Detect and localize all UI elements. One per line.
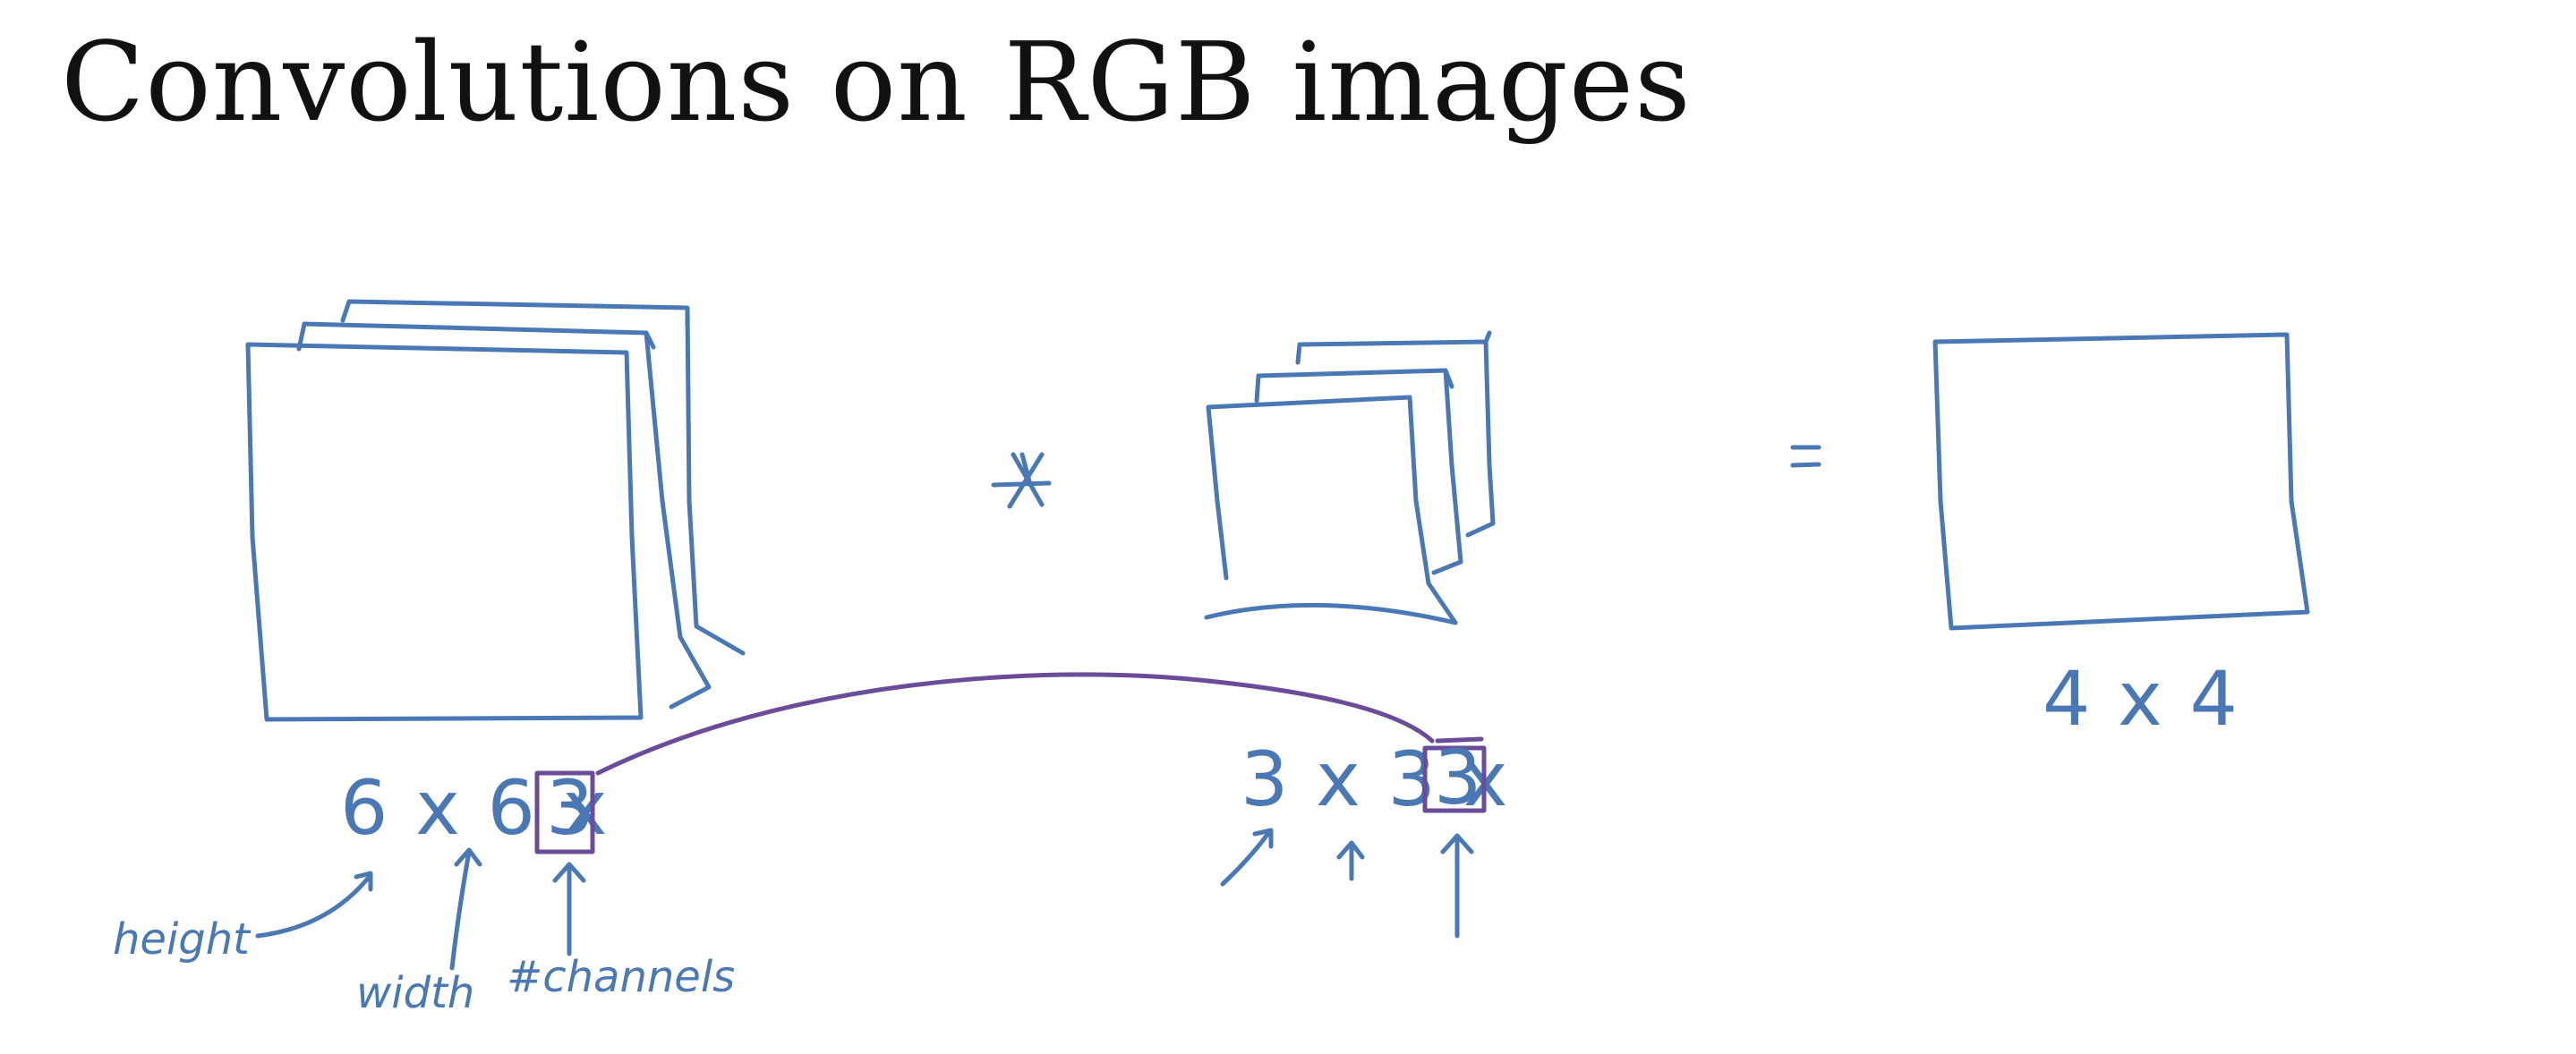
width-label: width xyxy=(356,968,474,1018)
input-channel-count: 3 xyxy=(546,764,595,852)
filter-annotations xyxy=(1220,828,1474,939)
input-channel-box xyxy=(534,770,595,854)
slide-title: Convolutions on RGB images xyxy=(61,19,1692,146)
height-label: height xyxy=(113,914,252,965)
filter-volume xyxy=(1204,330,1496,625)
input-annotations: height width #channels xyxy=(113,847,735,1018)
equals-bar-bottom xyxy=(1790,462,1821,468)
output-square xyxy=(1932,332,2310,631)
filter-channel-front xyxy=(1204,395,1458,625)
channels-arrow xyxy=(552,862,586,956)
filter-channels-arrow xyxy=(1440,833,1474,939)
input-channel-back xyxy=(340,299,746,656)
filter-width-arrow xyxy=(1336,840,1365,881)
output-matrix xyxy=(1932,332,2310,631)
filter-height-arrow xyxy=(1220,828,1274,887)
filter-channel-middle xyxy=(1254,368,1463,575)
input-dims-label: 6 x 6 x xyxy=(340,764,609,852)
filter-channel-count: 3 xyxy=(1434,734,1483,821)
width-arrow xyxy=(449,847,482,971)
filter-channel-box-tick xyxy=(1435,736,1484,744)
input-channel-front xyxy=(245,342,644,722)
asterisk-mark xyxy=(991,452,1052,509)
channels-label: #channels xyxy=(507,952,735,1002)
output-dims-label: 4 x 4 xyxy=(2043,655,2239,743)
channel-match-arc xyxy=(595,672,1435,776)
equals-sign xyxy=(1790,445,1821,468)
height-arrow xyxy=(255,871,373,939)
filter-channel-back xyxy=(1295,330,1496,538)
input-volume xyxy=(245,299,746,722)
convolution-operator xyxy=(991,452,1052,509)
input-channel-middle xyxy=(296,321,712,710)
filter-channel-box xyxy=(1422,745,1487,813)
